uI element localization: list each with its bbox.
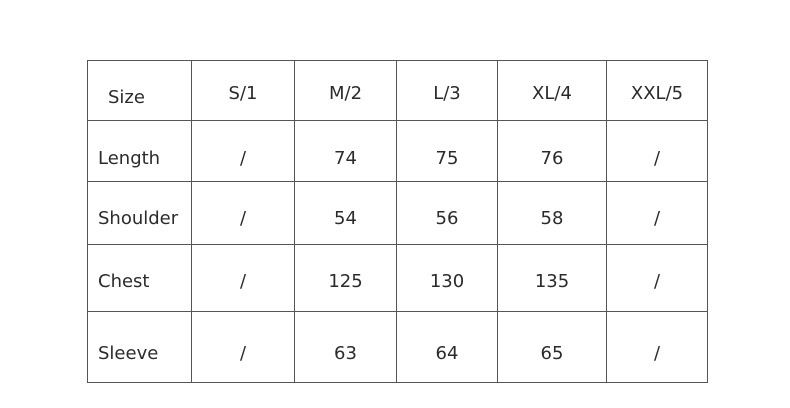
header-size-xl-4: XL/4 xyxy=(497,60,607,121)
measurement-cell: / xyxy=(606,120,708,182)
measurement-cell: / xyxy=(191,244,295,312)
measurement-cell: 74 xyxy=(294,120,397,182)
header-size-l-3: L/3 xyxy=(396,60,498,121)
table-row-sleeve: Sleeve/63 64 65/ xyxy=(87,311,708,383)
row-label: Sleeve xyxy=(87,311,192,383)
header-size-xxl-5: XXL/5 xyxy=(606,60,708,121)
header-size-m-2: M/2 xyxy=(294,60,397,121)
measurement-cell: / xyxy=(191,181,295,245)
measurement-cell: / xyxy=(606,244,708,312)
table-row-shoulder: Shoulder/54 56 58/ xyxy=(87,181,708,245)
row-label: Chest xyxy=(87,244,192,312)
measurement-cell: 76 xyxy=(497,120,607,182)
measurement-cell: 58 xyxy=(497,181,607,245)
measurement-cell: 54 xyxy=(294,181,397,245)
header-size-label: Size xyxy=(87,60,192,121)
measurement-cell: 75 xyxy=(396,120,498,182)
row-label: Length xyxy=(87,120,192,182)
measurement-cell: 64 xyxy=(396,311,498,383)
measurement-cell: / xyxy=(191,311,295,383)
header-size-s-1: S/1 xyxy=(191,60,295,121)
measurement-cell: 56 xyxy=(396,181,498,245)
table-row-chest: Chest/125 130 135/ xyxy=(87,244,708,312)
size-chart-table: Size S/1 M/2 L/3 XL/4 XXL/5 Length/74 75 76/Shou… xyxy=(87,60,708,383)
header-row: Size S/1 M/2 L/3 XL/4 XXL/5 xyxy=(87,60,708,121)
table-row-length: Length/74 75 76/ xyxy=(87,120,708,182)
measurement-cell: 65 xyxy=(497,311,607,383)
measurement-cell: / xyxy=(191,120,295,182)
measurement-cell: 125 xyxy=(294,244,397,312)
measurement-cell: / xyxy=(606,311,708,383)
measurement-cell: 135 xyxy=(497,244,607,312)
row-label: Shoulder xyxy=(87,181,192,245)
measurement-cell: 63 xyxy=(294,311,397,383)
measurement-cell: / xyxy=(606,181,708,245)
measurement-cell: 130 xyxy=(396,244,498,312)
